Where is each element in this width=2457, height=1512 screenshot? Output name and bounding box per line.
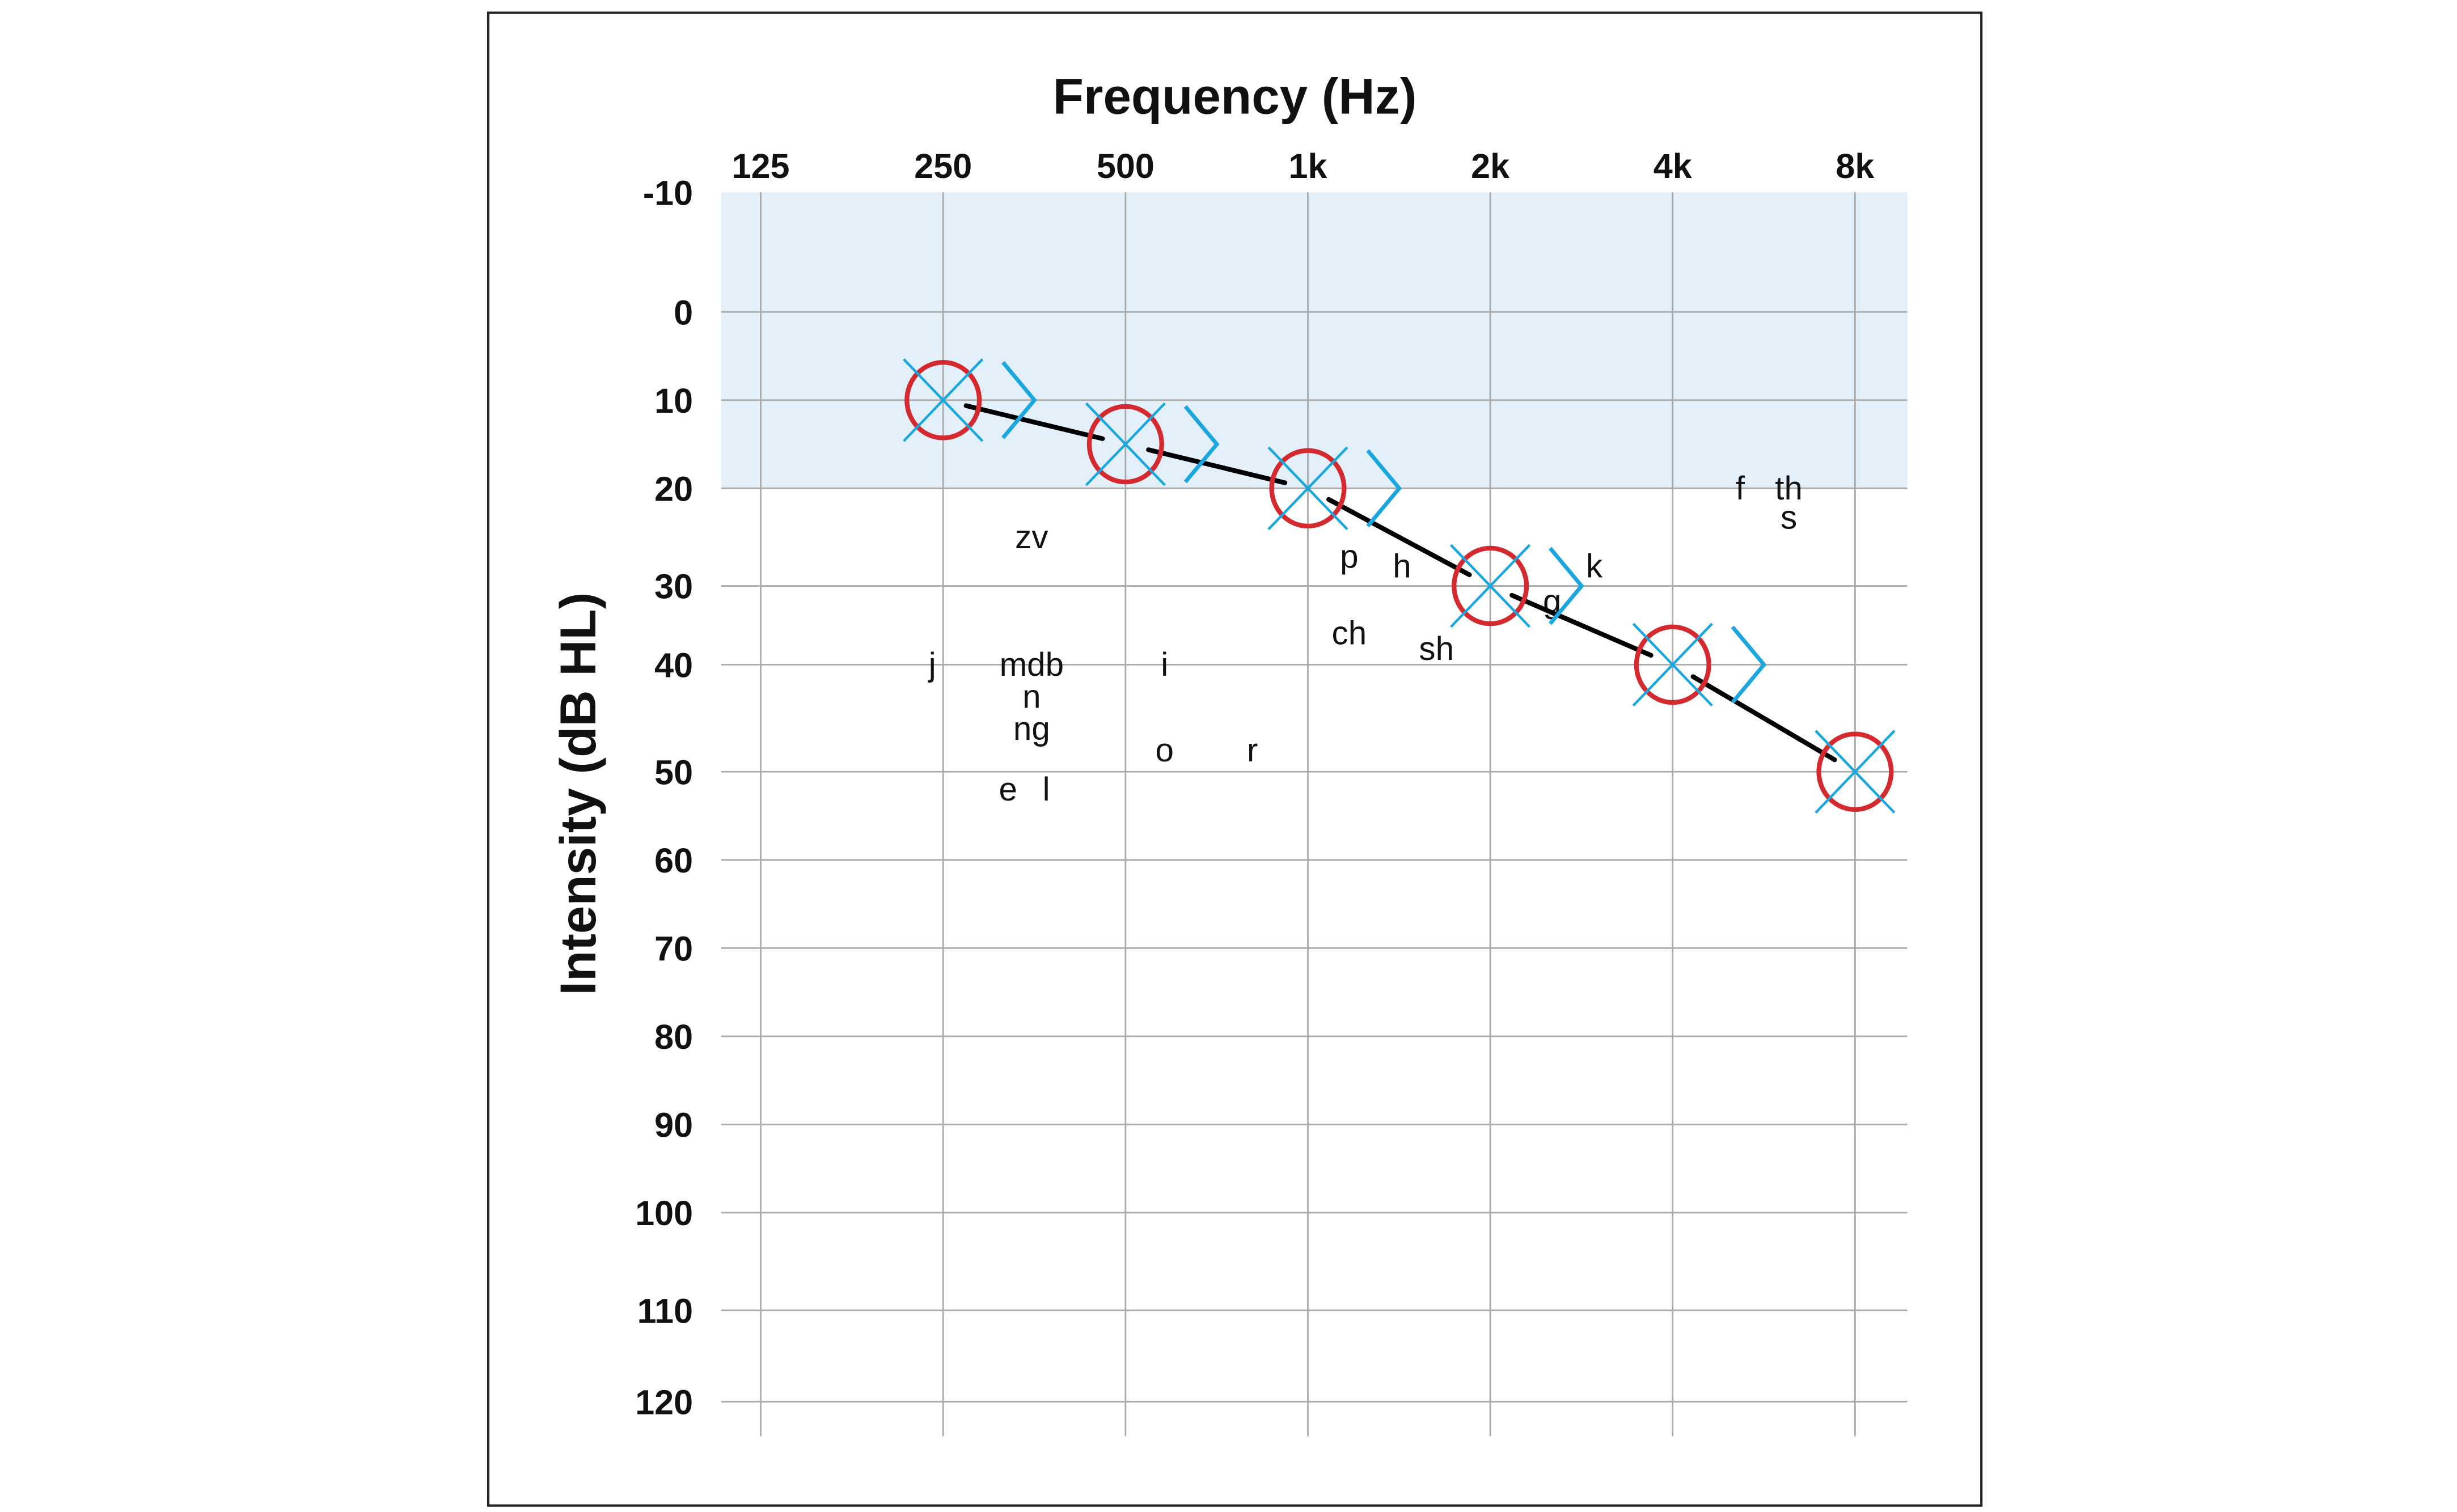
bone-conduction-marker bbox=[1001, 361, 1037, 439]
speech-sound-label: zv bbox=[1015, 519, 1048, 556]
x-axis-title: Frequency (Hz) bbox=[1053, 68, 1417, 124]
bone-conduction-marker bbox=[1183, 405, 1220, 484]
x-stroke bbox=[1085, 402, 1166, 486]
speech-sound-label: ch bbox=[1332, 615, 1367, 651]
speech-sound-label: sh bbox=[1419, 630, 1454, 667]
right-ear-circle-marker bbox=[1086, 404, 1164, 485]
right-ear-circle-marker bbox=[904, 359, 982, 441]
y-tick-label: 90 bbox=[654, 1106, 693, 1145]
x-stroke bbox=[1450, 544, 1531, 628]
speech-sound-label: i bbox=[1161, 646, 1168, 683]
speech-sound-label: th bbox=[1775, 470, 1803, 507]
x-tick-label: 250 bbox=[914, 147, 972, 185]
x-stroke bbox=[1267, 446, 1348, 531]
threshold-line-segment bbox=[1509, 592, 1653, 658]
y-tick-label: 100 bbox=[635, 1194, 693, 1233]
speech-sound-label: h bbox=[1393, 548, 1411, 585]
y-tick-label: 80 bbox=[654, 1018, 693, 1056]
y-axis-title: Intensity (dB HL) bbox=[550, 592, 606, 996]
y-tick-label: 60 bbox=[654, 841, 693, 880]
speech-sound-label: k bbox=[1586, 548, 1603, 585]
y-tick-label: 110 bbox=[637, 1291, 693, 1330]
y-tick-label: 30 bbox=[654, 567, 693, 606]
left-ear-x-marker bbox=[1632, 622, 1713, 707]
speech-sound-label: o bbox=[1156, 732, 1174, 769]
y-tick-label: 10 bbox=[654, 382, 693, 420]
x-tick-label: 1k bbox=[1289, 147, 1328, 185]
left-ear-x-marker bbox=[1267, 446, 1348, 531]
bone-conduction-marker bbox=[1549, 547, 1584, 625]
left-ear-x-marker bbox=[1815, 730, 1896, 814]
right-ear-circle-marker bbox=[1634, 624, 1711, 705]
threshold-line-segment bbox=[1326, 497, 1472, 578]
y-tick-label: 50 bbox=[654, 753, 693, 791]
speech-sound-label: j bbox=[928, 646, 936, 683]
left-ear-x-marker bbox=[1085, 402, 1166, 486]
x-stroke bbox=[1632, 622, 1713, 707]
threshold-line-segment bbox=[1146, 447, 1288, 485]
speech-sound-label: n bbox=[1022, 679, 1041, 715]
threshold-line-segment bbox=[963, 403, 1105, 441]
speech-sound-label: f bbox=[1736, 470, 1745, 507]
x-stroke bbox=[1815, 730, 1896, 814]
x-tick-label: 4k bbox=[1653, 147, 1693, 185]
normal-hearing-band bbox=[721, 192, 1908, 489]
left-ear-x-marker bbox=[1450, 544, 1531, 628]
x-tick-label: 2k bbox=[1471, 147, 1510, 185]
left-ear-x-marker bbox=[903, 358, 984, 442]
y-tick-label: 70 bbox=[654, 930, 693, 968]
speech-sound-label: ng bbox=[1013, 710, 1050, 747]
y-tick-label: 120 bbox=[635, 1383, 693, 1422]
x-tick-label: 500 bbox=[1097, 147, 1155, 185]
y-tick-label: -10 bbox=[643, 173, 693, 212]
x-stroke bbox=[903, 358, 984, 442]
y-tick-label: 20 bbox=[654, 470, 693, 509]
speech-sound-label: e bbox=[999, 771, 1017, 808]
threshold-line-segment bbox=[1690, 674, 1837, 763]
bone-conduction-marker bbox=[1731, 625, 1767, 704]
right-ear-circle-marker bbox=[1452, 545, 1529, 626]
speech-sound-label: mdb bbox=[1000, 646, 1064, 683]
speech-sound-label: s bbox=[1781, 499, 1797, 536]
y-tick-label: 40 bbox=[654, 646, 693, 685]
right-ear-circle-marker bbox=[1816, 731, 1894, 812]
bone-conduction-marker bbox=[1366, 449, 1402, 528]
x-tick-label: 125 bbox=[732, 147, 790, 185]
y-tick-label: 0 bbox=[674, 293, 693, 332]
x-tick-label: 8k bbox=[1836, 147, 1875, 185]
right-ear-circle-marker bbox=[1269, 448, 1347, 529]
speech-sound-label: r bbox=[1247, 732, 1258, 769]
speech-sound-label: p bbox=[1340, 538, 1358, 575]
speech-sound-label: l bbox=[1043, 771, 1050, 808]
